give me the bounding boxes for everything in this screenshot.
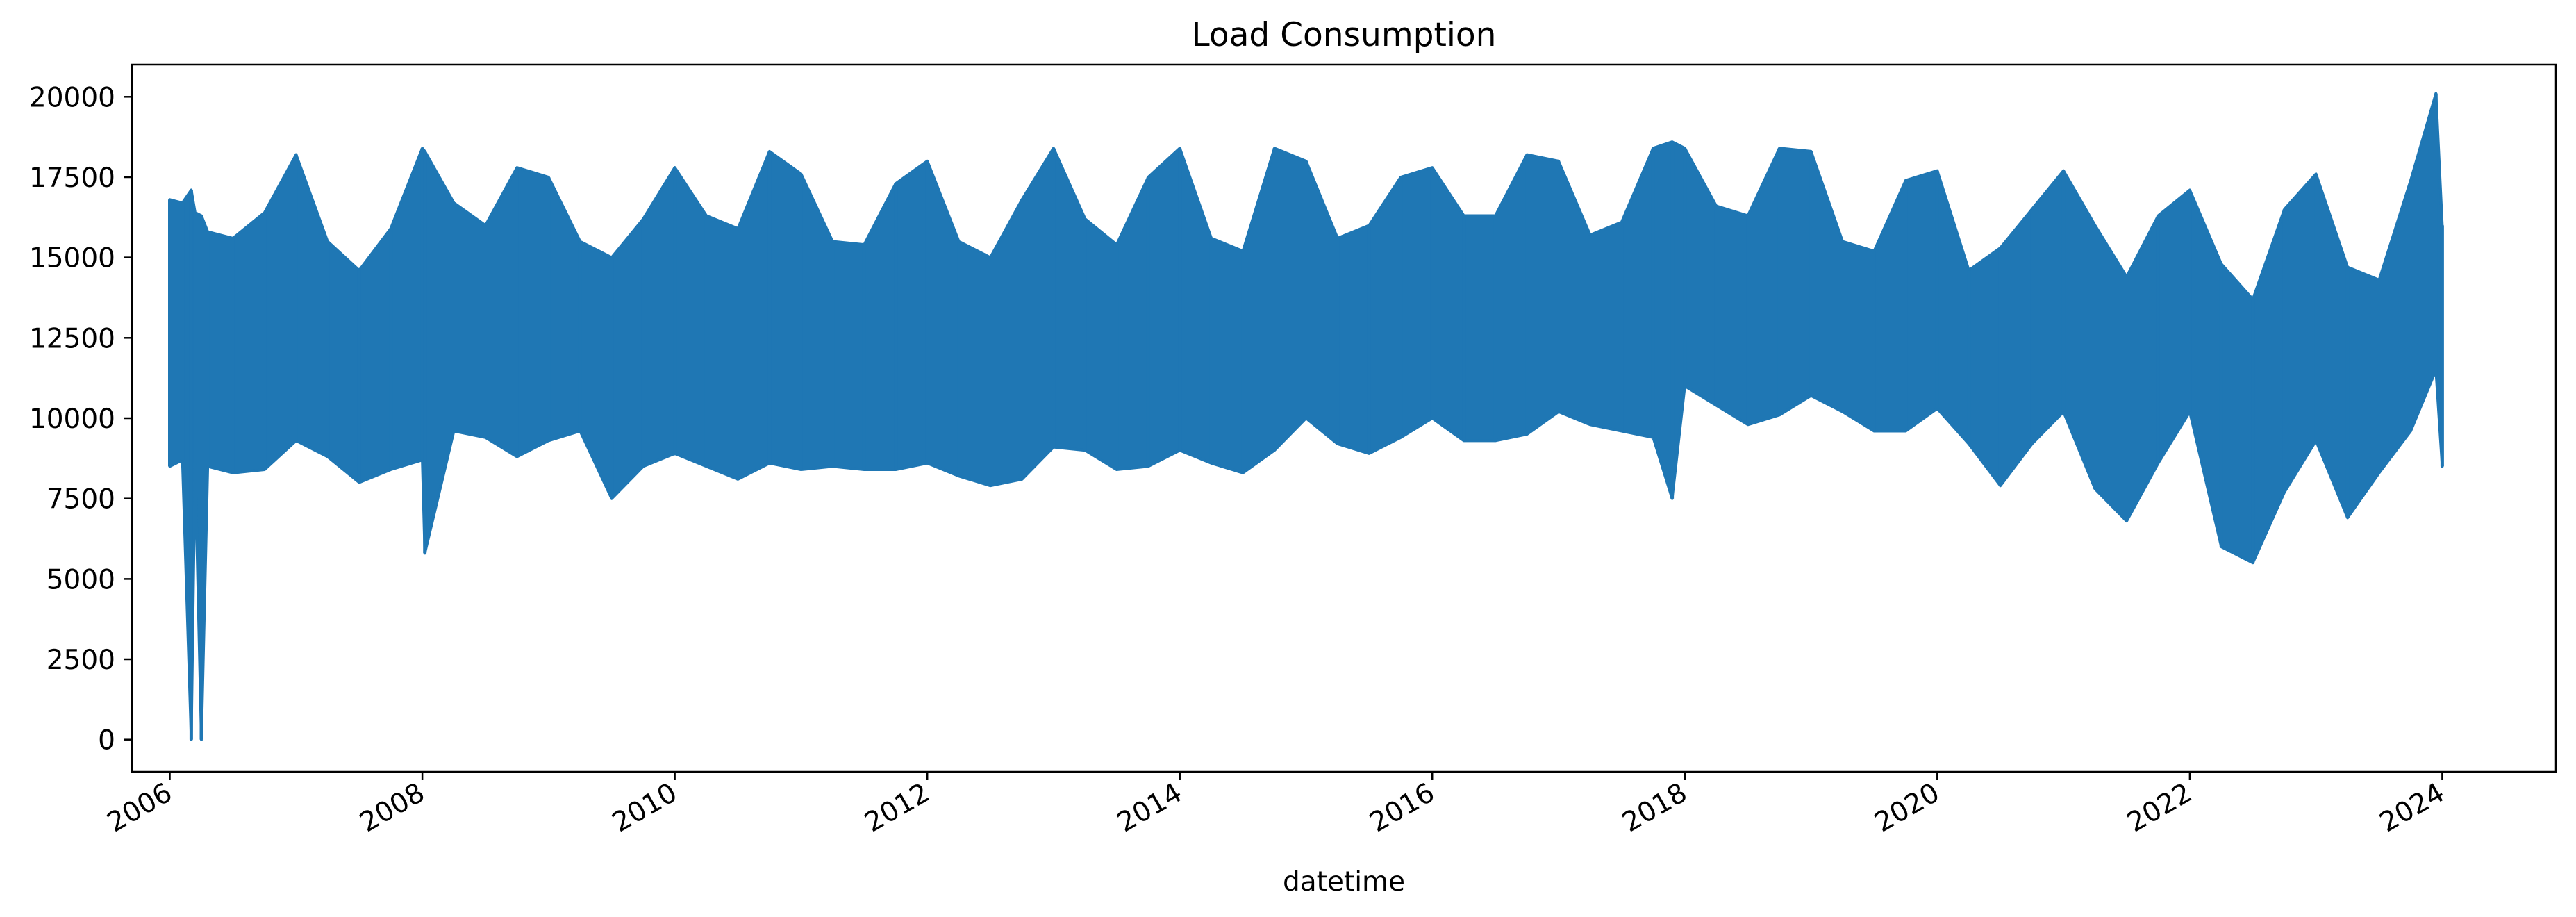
- y-tick-label: 5000: [47, 564, 115, 595]
- y-axis: 0 2500 5000 7500 10000 12500 15000 17500 20000: [29, 82, 132, 757]
- x-axis-label: datetime: [1283, 866, 1405, 898]
- y-tick-label: 0: [98, 725, 115, 757]
- y-tick-label: 17500: [29, 163, 115, 194]
- y-tick-label: 12500: [29, 323, 115, 354]
- y-tick-label: 10000: [29, 404, 115, 435]
- y-tick-label: 2500: [47, 645, 115, 676]
- series-line: [168, 92, 2444, 741]
- y-tick-label: 20000: [29, 82, 115, 113]
- chart-title: Load Consumption: [1192, 16, 1497, 54]
- y-tick-label: 7500: [47, 484, 115, 515]
- y-tick-label: 15000: [29, 243, 115, 274]
